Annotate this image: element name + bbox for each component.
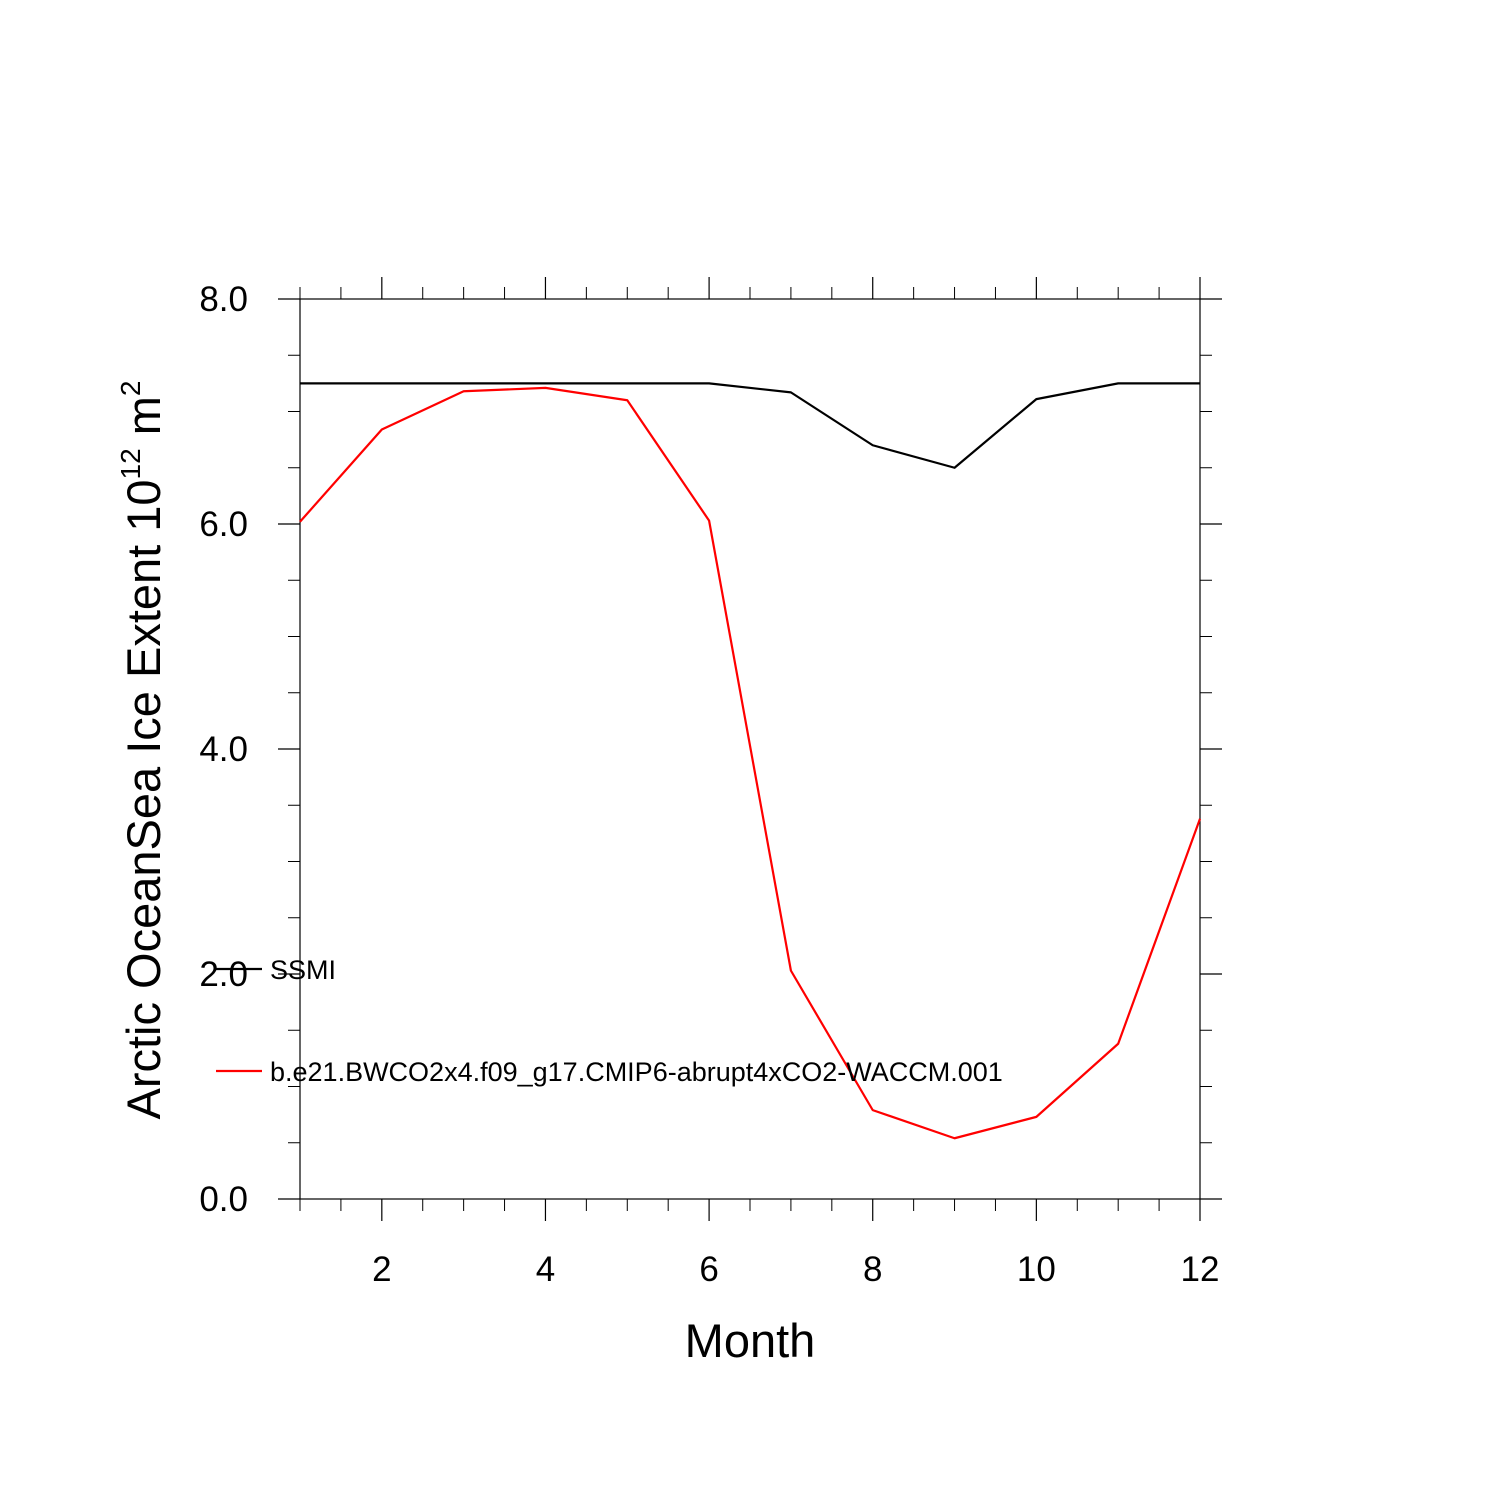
y-axis-title-unit: m: [117, 396, 170, 448]
series-line-1: [300, 382, 1200, 469]
legend: SSMI b.e21.BWCO2x4.f09_g17.CMIP6-abrupt4x…: [216, 955, 1003, 1087]
y-tick-label: 6.0: [199, 505, 248, 544]
y-axis-title-exponent: 12: [115, 448, 146, 479]
y-axis-ticks: 0.0 2.0 4.0 6.0 8.0: [199, 280, 1222, 1219]
x-tick-label: 6: [699, 1250, 718, 1289]
y-axis-title: Arctic OceanSea Ice Extent 1012 m2: [115, 380, 170, 1119]
y-tick-label: 2.0: [199, 955, 248, 994]
series-line-2: [299, 386, 1202, 1140]
x-tick-label: 4: [536, 1250, 555, 1289]
x-tick-label: 2: [372, 1250, 391, 1289]
y-axis-title-main: Arctic OceanSea Ice Extent 10: [117, 479, 170, 1119]
y-axis-title-unit-exponent: 2: [115, 380, 146, 396]
x-tick-label: 12: [1181, 1250, 1220, 1289]
x-axis-title: Month: [685, 1314, 816, 1367]
legend-label: b.e21.BWCO2x4.f09_g17.CMIP6-abrupt4xCO2-…: [270, 1057, 1003, 1087]
x-axis-ticks: 2 4 6 8 10 12: [299, 277, 1220, 1289]
y-tick-label: 0.0: [199, 1180, 248, 1219]
y-tick-label: 4.0: [199, 730, 248, 769]
y-tick-label: 8.0: [199, 280, 248, 319]
legend-label: SSMI: [270, 955, 336, 985]
x-tick-label: 10: [1017, 1250, 1056, 1289]
x-tick-label: 8: [863, 1250, 882, 1289]
data-lines: [299, 382, 1202, 1140]
